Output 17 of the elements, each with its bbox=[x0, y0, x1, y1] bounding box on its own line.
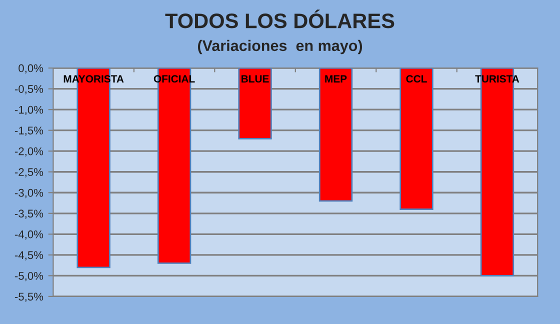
y-tick-label: -1,5% bbox=[14, 126, 44, 136]
y-tick-label: -0,5% bbox=[14, 85, 44, 94]
chart-title: TODOS LOS DÓLARES bbox=[165, 10, 394, 28]
x-tick-label: MEP bbox=[325, 75, 347, 82]
y-tick-label: -3,0% bbox=[14, 188, 44, 198]
x-tick-label: CCL bbox=[406, 75, 427, 83]
y-tick-label: -2,0% bbox=[14, 147, 44, 157]
y-tick-label: -5,5% bbox=[14, 292, 44, 302]
y-tick-label: -2,5% bbox=[14, 168, 44, 178]
y-tick-label: -4,0% bbox=[14, 230, 44, 240]
y-tick-label: -5,0% bbox=[14, 272, 44, 282]
y-tick-label: 0,0% bbox=[18, 64, 44, 74]
x-tick-label: BLUE bbox=[242, 75, 269, 83]
y-tick-label: -1,0% bbox=[14, 106, 44, 116]
y-tick-label: -4,5% bbox=[14, 251, 44, 260]
chart-subtitle: (Variaciones en mayo) bbox=[198, 40, 362, 54]
y-tick-label: -3,5% bbox=[14, 210, 44, 219]
